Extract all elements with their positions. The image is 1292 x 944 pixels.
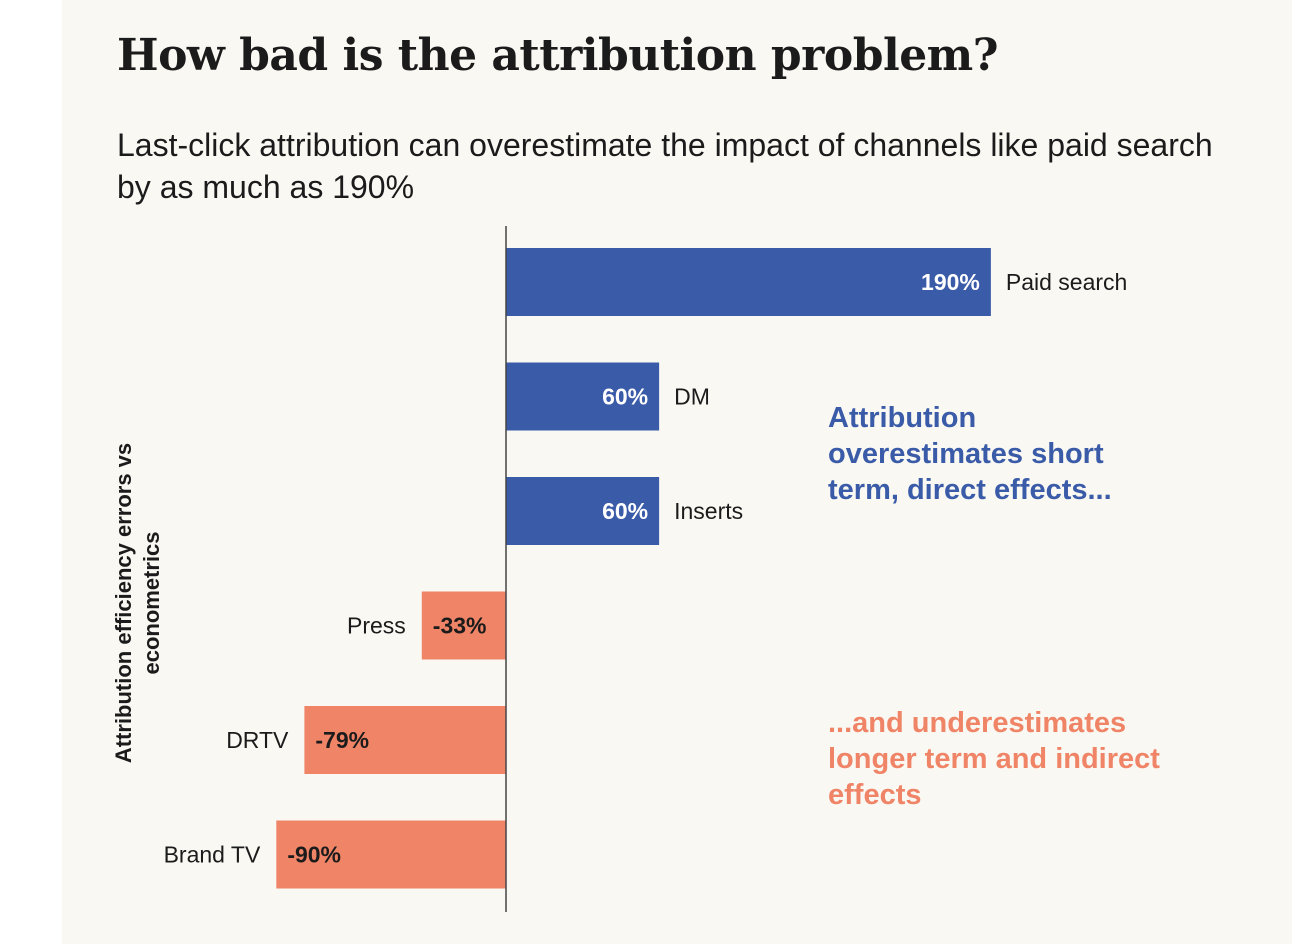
chart-subtitle: Last-click attribution can overestimate …: [117, 127, 1213, 205]
category-label-drtv: DRTV: [226, 727, 289, 753]
bar-drtv: [304, 706, 506, 774]
value-label-drtv: -79%: [315, 727, 369, 753]
bar-paid-search: [506, 248, 991, 316]
category-label-brand-tv: Brand TV: [164, 842, 261, 868]
chart-panel: [62, 0, 1292, 944]
value-label-brand-tv: -90%: [287, 842, 341, 868]
value-label-dm: 60%: [602, 384, 648, 410]
value-label-press: -33%: [433, 613, 487, 639]
category-label-paid-search: Paid search: [1006, 269, 1127, 295]
category-label-dm: DM: [674, 384, 710, 410]
value-label-inserts: 60%: [602, 498, 648, 524]
bar-brand-tv: [276, 820, 506, 889]
chart-title: How bad is the attribution problem?: [117, 30, 999, 81]
category-label-press: Press: [347, 613, 406, 639]
annotation-overestimates: Attribution overestimates short term, di…: [828, 402, 1112, 506]
bar-dm: [506, 362, 660, 431]
value-label-paid-search: 190%: [921, 269, 980, 295]
bar-inserts: [506, 477, 660, 545]
bar-press: [421, 591, 506, 660]
category-label-inserts: Inserts: [674, 498, 743, 524]
annotation-underestimates: ...and underestimates longer term and in…: [828, 707, 1160, 811]
